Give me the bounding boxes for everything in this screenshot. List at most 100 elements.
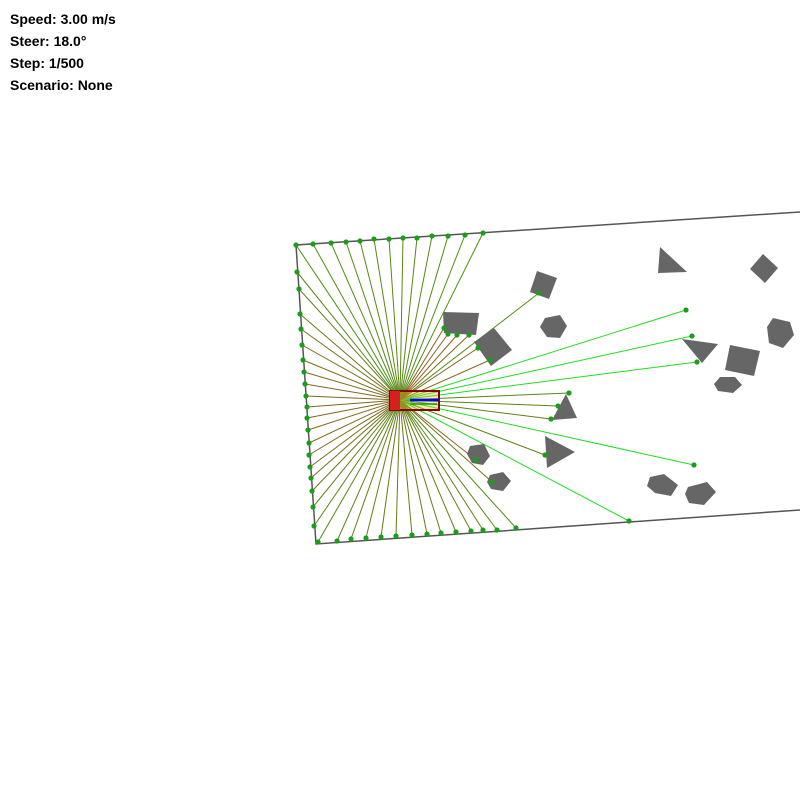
lidar-ray [296,271,401,401]
lidar-hit-point [363,535,369,541]
vehicle-rear [390,391,400,410]
lidar-ray [399,235,433,401]
lidar-ray [399,334,458,401]
lidar-ray [330,242,401,401]
lidar-hit-point [301,369,307,375]
lidar-ray [399,399,484,531]
lidar-ray [399,361,698,401]
lidar-ray [399,359,491,401]
lidar-ray [301,344,401,401]
obstacle [714,377,742,393]
speed-readout: Speed: 3.00 m/s [10,11,116,27]
obstacles [443,247,794,505]
lidar-hit-point [429,233,435,239]
lidar-ray [305,395,401,401]
lidar-hit-point [555,403,561,409]
lidar-ray [399,399,552,420]
lidar-hit-point [441,325,447,331]
lidar-hit-point [489,479,495,485]
lidar-ray [310,399,401,479]
obstacle [487,472,511,491]
lidar-hit-point [462,232,468,238]
lidar-hit-point [480,230,486,236]
lidar-hit-point [386,236,392,242]
lidar-hit-point [334,538,340,544]
lidar-rays [295,232,698,543]
lidar-ray [399,309,687,401]
lidar-ray [399,235,449,401]
lidar-hit-point [306,440,312,446]
obstacle [725,345,760,376]
lidar-hit-point [304,404,310,410]
lidar-hit-points [293,230,700,545]
lidar-hit-point [328,240,334,246]
lidar-ray [380,399,401,538]
obstacle [552,394,577,420]
lidar-ray [399,335,693,401]
lidar-ray [302,359,401,401]
lidar-hit-point [454,332,460,338]
lidar-ray [308,399,401,456]
obstacle [540,315,567,338]
obstacle [467,444,490,465]
lidar-hit-point [302,381,308,387]
lidar-hit-point [400,235,406,241]
lidar-ray [399,327,445,401]
lidar-ray [306,399,401,408]
lidar-hit-point [445,331,451,337]
obstacle [530,271,557,299]
lidar-ray [359,240,401,401]
lidar-hit-point [414,235,420,241]
lidar-hit-point [480,527,486,533]
lidar-ray [304,383,401,401]
lidar-hit-point [694,359,700,365]
lidar-hit-point [299,342,305,348]
lidar-hit-point [466,332,472,338]
lidar-ray [311,399,401,492]
lidar-hit-point [378,534,384,540]
lidar-hit-point [409,532,415,538]
lidar-hit-point [424,531,430,537]
lidar-ray [399,399,413,536]
lidar-ray [399,292,540,401]
lidar-hit-point [691,462,697,468]
lidar-hit-point [309,488,315,494]
lidar-ray [399,237,418,401]
lidar-ray [399,399,695,466]
obstacle [750,254,778,283]
lidar-ray [399,399,472,532]
obstacle [545,436,575,468]
lidar-ray [345,241,401,401]
lidar-hit-point [689,333,695,339]
lidar-hit-point [307,464,313,470]
lidar-ray [298,288,401,401]
lidar-hit-point [297,311,303,317]
lidar-ray [399,399,517,529]
obstacle [658,247,687,273]
lidar-hit-point [548,416,554,422]
lidar-ray [307,399,401,431]
lidar-hit-point [311,523,317,529]
lidar-ray [313,399,401,527]
lidar-hit-point [453,529,459,535]
lidar-ray [365,399,401,539]
lidar-hit-point [683,307,689,313]
lidar-ray [300,328,401,401]
obstacle [682,339,718,363]
lidar-ray [303,371,401,401]
lidar-ray [399,399,493,483]
lidar-hit-point [536,290,542,296]
lidar-hit-point [626,518,632,524]
lidar-hit-point [298,326,304,332]
lidar-hit-point [513,525,519,531]
lidar-hit-point [473,457,479,463]
lidar-ray [395,399,401,537]
lidar-ray [317,399,401,543]
lidar-ray [399,399,428,535]
lidar-ray [308,399,401,444]
lidar-hit-point [310,504,316,510]
obstacle [443,312,479,335]
lidar-ray [399,399,498,531]
lidar-hit-point [468,528,474,534]
